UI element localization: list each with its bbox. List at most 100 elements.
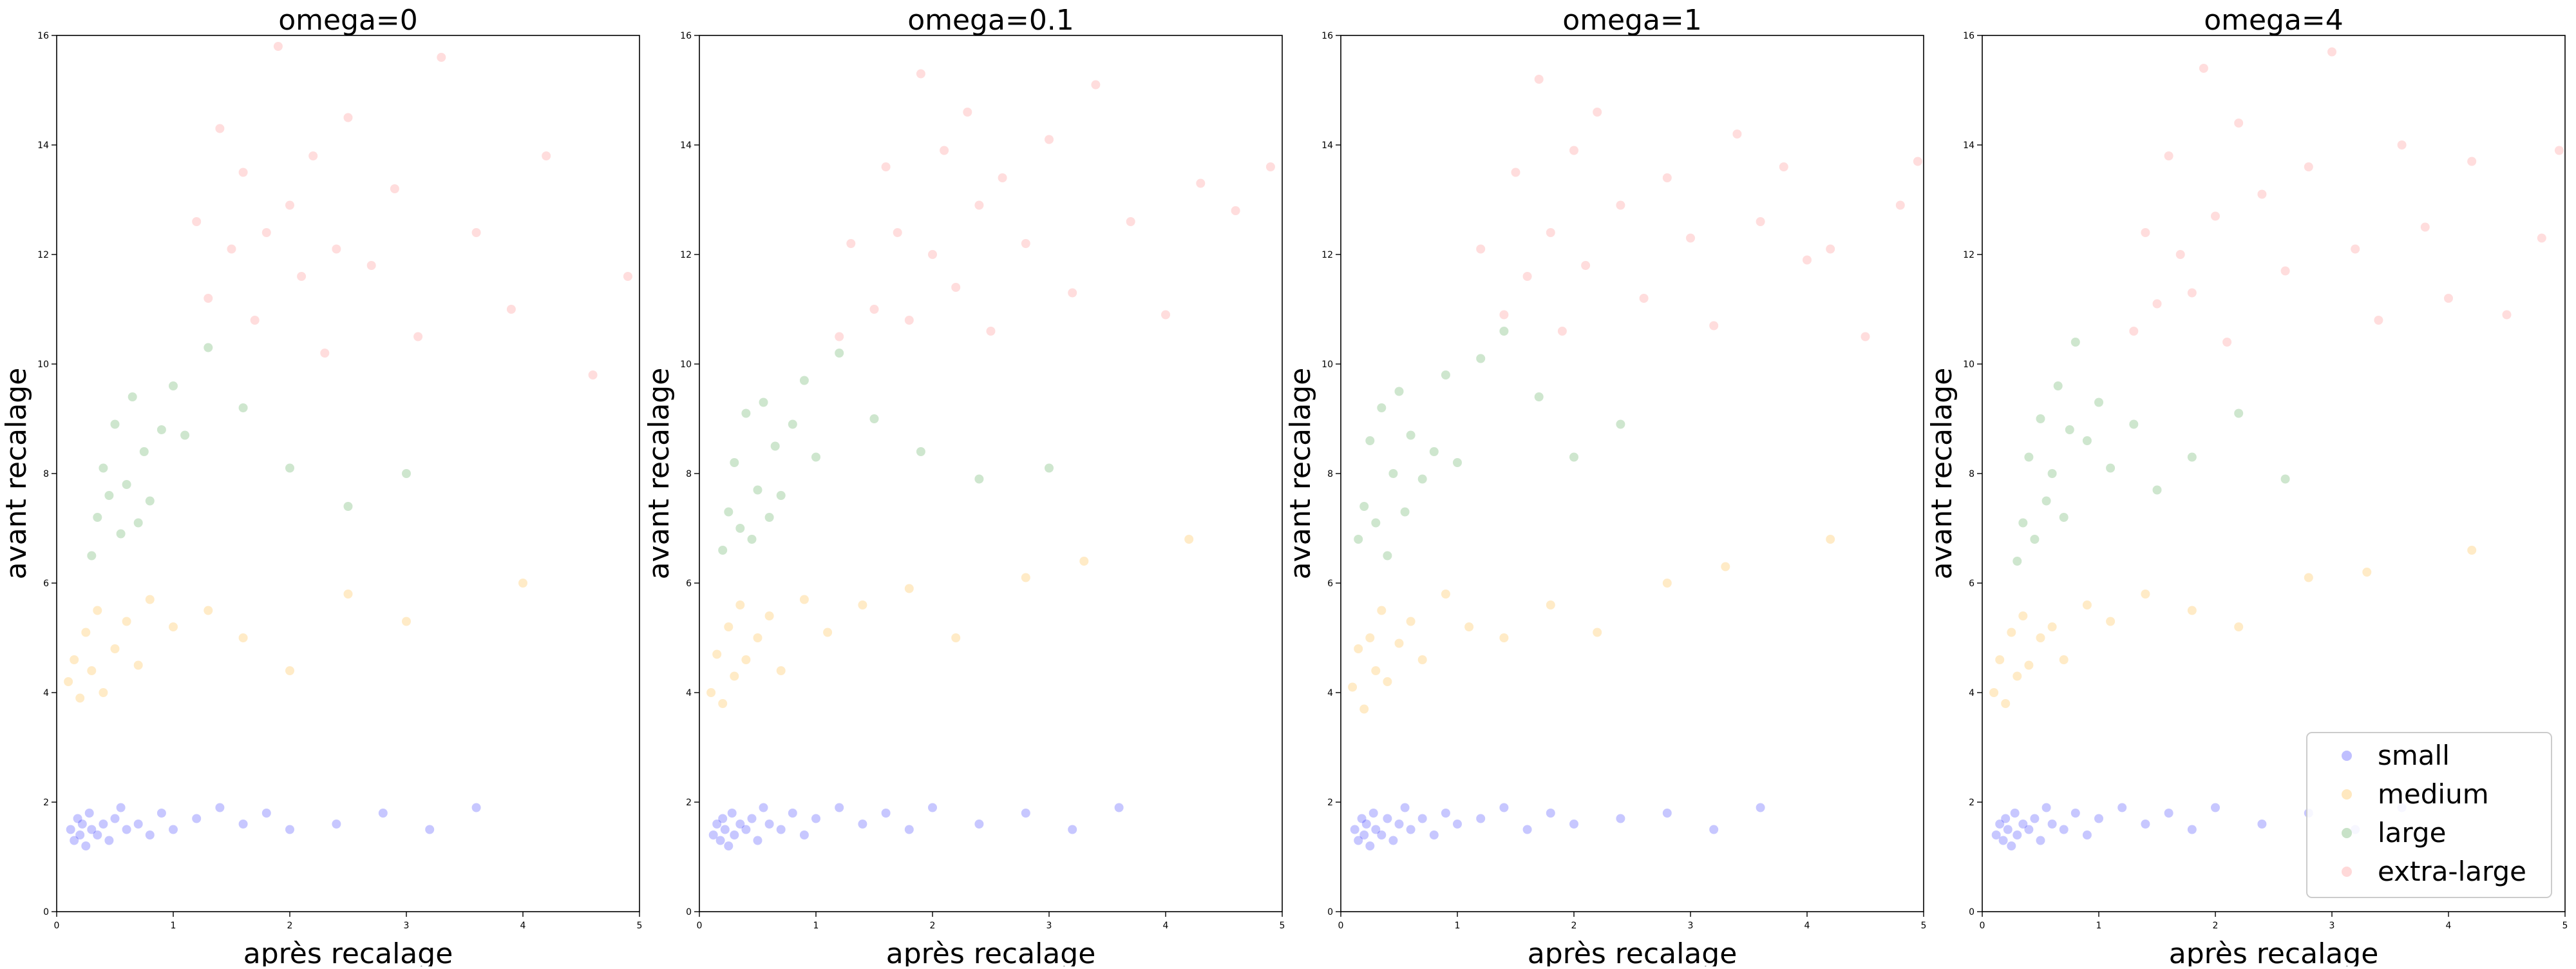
scatter-point-medium <box>1989 688 1999 697</box>
scatter-point-medium <box>1354 644 1363 653</box>
scatter-point-extra-large <box>2211 211 2220 221</box>
scatter-point-extra-large <box>366 261 376 270</box>
scatter-point-medium <box>2036 633 2045 642</box>
scatter-point-large <box>2280 474 2290 484</box>
scatter-point-small <box>1394 820 1404 829</box>
scatter-point-medium <box>1394 638 1404 648</box>
x-tick-label: 3 <box>404 921 410 931</box>
scatter-point-medium <box>87 666 97 675</box>
scatter-point-large <box>1371 518 1381 528</box>
scatter-point-medium <box>2047 622 2057 631</box>
scatter-point-small <box>712 820 722 829</box>
scatter-point-extra-large <box>2129 327 2139 336</box>
y-tick-label: 10 <box>1321 360 1333 370</box>
scatter-point-extra-large <box>963 108 972 117</box>
scatter-point-small <box>261 809 271 818</box>
scatter-point-large <box>343 502 353 511</box>
y-tick-label: 16 <box>1321 31 1333 41</box>
scatter-point-small <box>2012 830 2022 839</box>
x-tick-label: 0 <box>1980 921 1985 931</box>
scatter-point-extra-large <box>1068 288 1077 298</box>
scatter-point-extra-large <box>1534 75 1544 84</box>
scatter-point-large <box>753 485 762 495</box>
scatter-point-large <box>718 546 728 555</box>
scatter-point-medium <box>75 693 85 703</box>
scatter-point-extra-large <box>238 168 248 177</box>
scatter-point-small <box>1388 836 1398 845</box>
scatter-point-small <box>2117 803 2127 812</box>
scatter-point-extra-large <box>2327 47 2336 57</box>
scatter-point-small <box>75 830 85 839</box>
x-axis-label: après recalage <box>2169 937 2379 966</box>
x-axis-label: après recalage <box>886 937 1096 966</box>
scatter-point-extra-large <box>250 316 260 325</box>
scatter-point-medium <box>2082 600 2092 609</box>
y-tick-label: 14 <box>1963 140 1975 151</box>
scatter-point-small <box>1406 825 1416 834</box>
scatter-point-small <box>904 825 914 834</box>
scatter-point-large <box>1453 458 1462 467</box>
scatter-point-extra-large <box>2444 294 2453 303</box>
scatter-point-small <box>1499 803 1509 812</box>
y-tick-label: 16 <box>37 31 49 41</box>
scatter-point-small <box>70 836 79 845</box>
scatter-point-medium <box>764 611 774 620</box>
scatter-point-extra-large <box>974 200 984 210</box>
scatter-point-extra-large <box>1616 200 1625 210</box>
y-axis-label: avant recalage <box>643 368 676 580</box>
x-tick-label: 3 <box>1046 921 1052 931</box>
scatter-point-extra-large <box>1826 244 1835 254</box>
y-tick-label: 12 <box>680 250 692 260</box>
scatter-point-small <box>718 814 728 823</box>
scatter-point-medium <box>735 600 745 609</box>
scatter-point-extra-large <box>2397 140 2407 149</box>
scatter-point-small <box>2030 814 2040 823</box>
scatter-point-extra-large <box>2222 338 2232 347</box>
scatter-point-large <box>1534 392 1544 401</box>
scatter-point-extra-large <box>940 146 949 155</box>
scatter-point-small <box>776 825 786 834</box>
x-tick-label: 4 <box>520 921 526 931</box>
scatter-point-large <box>2041 496 2051 506</box>
scatter-point-small <box>1359 830 1369 839</box>
scatter-point-medium <box>724 622 734 631</box>
scatter-point-large <box>1476 354 1486 363</box>
scatter-point-extra-large <box>846 239 856 248</box>
scatter-point-extra-large <box>2152 299 2162 309</box>
scatter-point-large <box>1365 436 1375 445</box>
y-tick-label: 4 <box>1327 688 1333 698</box>
scatter-point-extra-large <box>437 53 446 62</box>
scatter-point-medium <box>110 644 120 653</box>
scatter-point-small <box>1417 814 1427 823</box>
y-tick-label: 4 <box>1969 688 1975 698</box>
scatter-point-large <box>2094 398 2103 407</box>
scatter-point-small <box>215 803 225 812</box>
scatter-point-large <box>2059 513 2069 522</box>
scatter-point-large <box>2030 535 2040 544</box>
scatter-point-extra-large <box>1569 146 1578 155</box>
scatter-point-small <box>84 809 94 818</box>
y-tick-label: 14 <box>1321 140 1333 151</box>
scatter-point-large <box>1045 463 1054 473</box>
scatter-point-extra-large <box>1593 108 1602 117</box>
x-tick-label: 2 <box>930 921 936 931</box>
y-tick-label: 0 <box>1969 907 1975 917</box>
scatter-point-extra-large <box>2502 310 2512 320</box>
scatter-point-large <box>741 408 751 418</box>
scatter-point-extra-large <box>308 151 318 160</box>
scatter-point-medium <box>93 606 102 615</box>
y-tick-label: 8 <box>1327 469 1333 479</box>
scatter-point-medium <box>238 633 248 642</box>
scatter-point-small <box>116 803 126 812</box>
scatter-point-extra-large <box>2141 228 2150 237</box>
scatter-point-small <box>727 809 737 818</box>
scatter-point-extra-large <box>869 305 879 314</box>
y-tick-label: 2 <box>1969 798 1975 808</box>
scatter-point-extra-large <box>1231 206 1240 215</box>
scatter-point-small <box>1114 803 1124 812</box>
scatter-point-medium <box>99 688 108 697</box>
scatter-point-extra-large <box>1045 135 1054 144</box>
scatter-point-small <box>2211 803 2220 812</box>
